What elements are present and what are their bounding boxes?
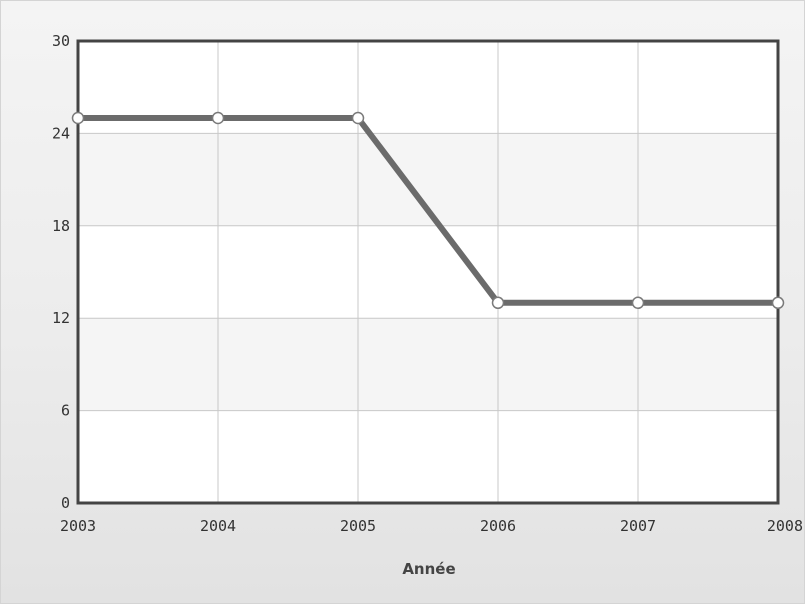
data-point-2004 xyxy=(211,111,225,125)
x-tick-label-2004: 2004 xyxy=(200,517,236,535)
data-point-2008 xyxy=(771,296,785,310)
x-tick-label-2005: 2005 xyxy=(340,517,376,535)
data-point-2006 xyxy=(491,296,505,310)
series-line-0 xyxy=(75,115,781,306)
data-point-2005 xyxy=(351,111,365,125)
x-axis-ticks: 2003 2004 2005 2006 2007 2008 xyxy=(60,517,803,535)
y-tick-label-12: 12 xyxy=(52,309,70,327)
y-tick-label-24: 24 xyxy=(52,124,70,142)
x-axis-title: Année xyxy=(402,560,455,578)
band-1 xyxy=(78,318,778,411)
series-layer xyxy=(71,111,785,310)
y-tick-label-30: 30 xyxy=(52,32,70,50)
x-tick-label-2007: 2007 xyxy=(620,517,656,535)
x-tick-label-2008: 2008 xyxy=(767,517,803,535)
background-bands xyxy=(78,41,778,503)
plot-area-border xyxy=(76,39,780,505)
x-tick-label-2003: 2003 xyxy=(60,517,96,535)
y-tick-label-18: 18 xyxy=(52,217,70,235)
y-tick-label-6: 6 xyxy=(61,402,70,420)
data-point-2007 xyxy=(631,296,645,310)
data-point-2003 xyxy=(71,111,85,125)
y-tick-label-0: 0 xyxy=(61,494,70,512)
y-axis-ticks: 0 6 12 18 24 30 xyxy=(52,32,70,512)
plot-background xyxy=(78,41,778,503)
x-tick-label-2006: 2006 xyxy=(480,517,516,535)
